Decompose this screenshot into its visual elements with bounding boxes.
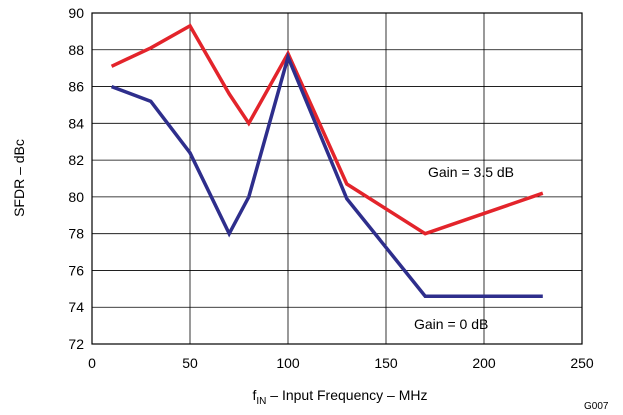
x-tick-labels: 0 50 100 150 200 250 xyxy=(88,355,594,371)
x-tick-label: 150 xyxy=(374,355,398,371)
x-axis-label-prefix: f xyxy=(253,387,257,403)
plot-frame xyxy=(91,12,583,345)
x-axis-label-rest: – Input Frequency – MHz xyxy=(266,387,427,403)
x-tick-label: 200 xyxy=(472,355,496,371)
series-line-0 xyxy=(110,23,544,236)
y-tick-label: 84 xyxy=(68,115,84,131)
x-tick-label: 100 xyxy=(276,355,300,371)
series-label-gain-3-5: Gain = 3.5 dB xyxy=(428,164,514,180)
x-axis-label: fIN – Input Frequency – MHz xyxy=(253,387,428,407)
y-tick-label: 72 xyxy=(68,336,84,352)
series-lines xyxy=(110,23,544,298)
y-tick-label: 74 xyxy=(68,299,84,315)
y-tick-label: 80 xyxy=(68,189,84,205)
y-tick-label: 82 xyxy=(68,152,84,168)
x-tick-label: 0 xyxy=(88,355,96,371)
y-tick-label: 88 xyxy=(68,42,84,58)
series-label-gain-0: Gain = 0 dB xyxy=(414,316,488,332)
y-axis-label: SFDR – dBc xyxy=(11,139,27,217)
y-tick-label: 86 xyxy=(68,79,84,95)
x-axis-label-subscript: IN xyxy=(256,396,266,407)
y-tick-label: 78 xyxy=(68,226,84,242)
x-tick-label: 50 xyxy=(182,355,198,371)
figure-id: G007 xyxy=(584,401,609,412)
series-line-1 xyxy=(110,51,543,298)
y-tick-labels: 72 74 76 78 80 82 84 86 88 90 xyxy=(68,5,84,352)
y-tick-label: 76 xyxy=(68,262,84,278)
x-tick-label: 250 xyxy=(570,355,594,371)
y-tick-label: 90 xyxy=(68,5,84,21)
